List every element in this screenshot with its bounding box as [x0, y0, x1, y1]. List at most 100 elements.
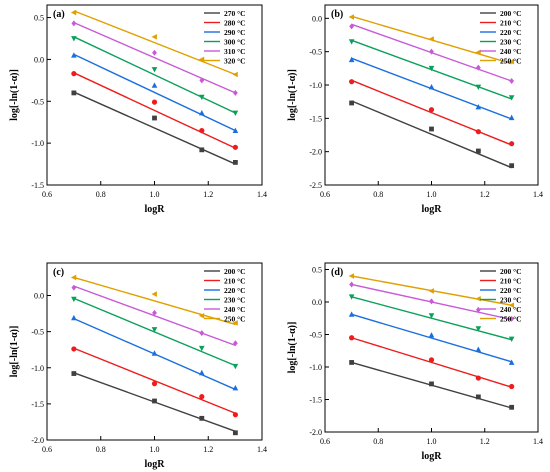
legend-label: 250 °C — [500, 57, 522, 66]
panel-label: (a) — [53, 9, 65, 20]
data-point — [475, 346, 482, 352]
x-tick-label: 0.8 — [373, 190, 383, 199]
data-point — [348, 311, 355, 317]
legend-label: 250 °C — [224, 315, 246, 324]
data-point — [151, 350, 158, 356]
data-point — [475, 104, 482, 110]
data-point — [509, 404, 515, 410]
data-point — [71, 20, 77, 27]
data-point — [151, 34, 157, 40]
data-point — [475, 306, 481, 313]
data-point — [348, 294, 355, 300]
data-point — [509, 141, 515, 147]
chart-panel: 0.6 0.8 1.0 1.2 1.4 -2.0 -1.5 -1.0 -0.5 0.0 logR lo… — [9, 262, 267, 470]
x-axis-label: logR — [145, 459, 166, 470]
y-axis-label: log[-ln(1-α)] — [287, 69, 298, 121]
data-point — [199, 369, 205, 376]
data-point — [151, 327, 158, 333]
legend-label: 320 °C — [224, 57, 246, 66]
y-tick-label: -1.0 — [31, 139, 44, 148]
data-point — [199, 147, 205, 153]
fit-line — [351, 79, 512, 146]
data-point — [198, 312, 205, 319]
fit-line — [351, 313, 512, 363]
data-point — [428, 357, 435, 363]
y-tick-label: -1.0 — [309, 363, 322, 372]
data-point — [428, 107, 435, 113]
data-point — [428, 313, 435, 319]
x-tick-label: 0.6 — [42, 190, 52, 199]
fit-line — [351, 337, 512, 388]
data-point — [71, 346, 77, 352]
data-point — [152, 49, 157, 56]
data-point — [475, 295, 481, 302]
y-tick-label: -1.0 — [309, 81, 322, 90]
data-point — [475, 148, 481, 154]
data-point — [198, 56, 205, 63]
chart-panel: 0.6 0.8 1.0 1.2 1.4 -2.5 -2.0 -1.5 -1.0 -0.5 0.0 lo… — [287, 4, 543, 215]
data-point — [71, 371, 77, 376]
x-tick-label: 0.6 — [42, 445, 52, 454]
data-point — [232, 430, 238, 436]
data-point — [71, 284, 77, 291]
data-point — [151, 381, 158, 387]
data-point — [151, 99, 158, 105]
x-tick-label: 1.0 — [427, 190, 437, 199]
data-point — [232, 127, 239, 133]
x-tick-label: 0.6 — [320, 190, 330, 199]
data-point — [428, 84, 435, 90]
y-tick-label: -0.5 — [309, 331, 322, 340]
chart-panel: 0.6 0.8 1.0 1.2 1.4 -1.5 -1.0 -0.5 0.0 0.5 logR log… — [9, 4, 267, 215]
data-point — [199, 330, 205, 337]
data-point — [508, 359, 515, 365]
data-point — [232, 340, 238, 347]
fit-line — [73, 36, 236, 114]
data-point — [232, 320, 238, 326]
y-axis-label: log[-ln(1-α)] — [9, 69, 20, 121]
data-point — [199, 110, 205, 116]
fit-line — [73, 285, 236, 347]
data-point — [71, 314, 77, 321]
x-tick-label: 1.4 — [257, 445, 267, 454]
data-point — [509, 383, 515, 390]
data-point — [428, 332, 435, 338]
data-point — [508, 58, 515, 65]
legend-label: 240 °C — [224, 305, 246, 314]
data-point — [199, 94, 205, 101]
data-point — [199, 415, 205, 421]
legend-label: 210 °C — [224, 277, 246, 286]
data-point — [232, 89, 238, 96]
x-axis-label: logR — [422, 204, 443, 215]
data-point — [71, 36, 77, 42]
x-tick-label: 1.2 — [203, 445, 213, 454]
legend-label: 230 °C — [500, 296, 522, 305]
data-point — [71, 90, 77, 96]
y-tick-label: 0.0 — [312, 298, 322, 307]
data-point — [152, 115, 157, 121]
fit-line — [73, 91, 236, 165]
data-point — [475, 84, 482, 90]
x-tick-label: 1.2 — [203, 190, 213, 199]
data-point — [508, 302, 515, 309]
data-point — [429, 381, 434, 387]
legend-label: 300 °C — [224, 38, 246, 47]
data-point — [349, 79, 355, 85]
data-point — [429, 298, 434, 305]
fit-line — [73, 276, 236, 326]
data-point — [151, 291, 157, 297]
data-point — [348, 273, 355, 279]
legend-label: 290 °C — [224, 28, 246, 37]
y-tick-label: 0.0 — [34, 55, 44, 64]
data-point — [475, 326, 482, 332]
data-point — [348, 14, 355, 20]
data-point — [199, 127, 205, 134]
data-point — [151, 82, 158, 88]
legend-label: 240 °C — [500, 305, 522, 314]
fit-line — [73, 21, 236, 94]
data-point — [348, 39, 355, 45]
y-tick-label: -1.5 — [309, 114, 322, 123]
y-tick-label: -0.5 — [31, 97, 44, 106]
y-tick-label: -2.0 — [309, 428, 322, 437]
data-point — [508, 95, 515, 101]
fit-line — [351, 100, 512, 169]
